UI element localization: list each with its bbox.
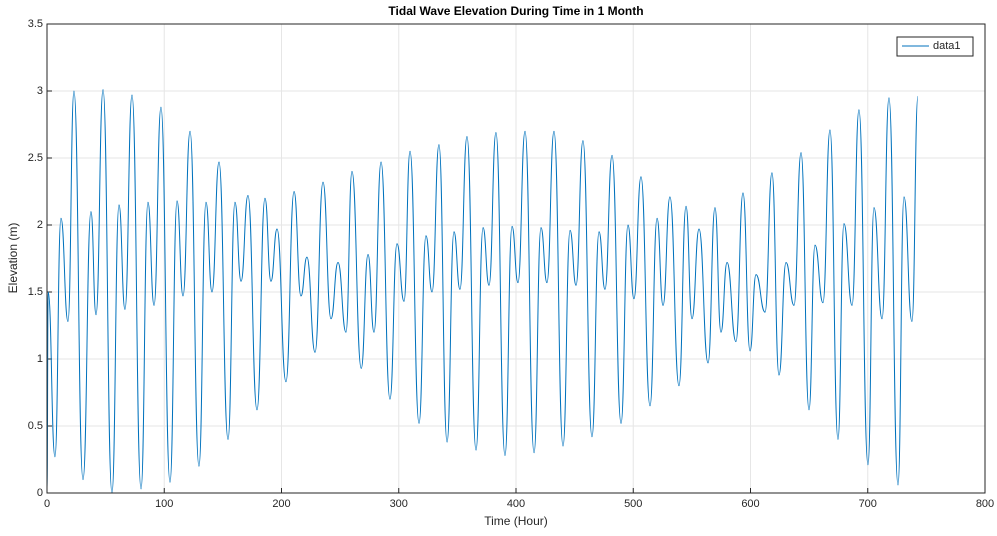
x-tick-label: 600 bbox=[741, 498, 759, 510]
y-tick-label: 3 bbox=[37, 85, 43, 97]
y-tick-label: 0.5 bbox=[28, 420, 43, 432]
x-tick-label: 400 bbox=[507, 498, 525, 510]
y-tick-label: 2.5 bbox=[28, 152, 43, 164]
x-tick-label: 300 bbox=[390, 498, 408, 510]
axes-frame bbox=[46, 23, 986, 494]
x-tick-label: 100 bbox=[155, 498, 173, 510]
chart-title: Tidal Wave Elevation During Time in 1 Mo… bbox=[388, 4, 643, 18]
y-tick-label: 1 bbox=[37, 353, 43, 365]
legend-box bbox=[896, 36, 974, 57]
y-tick-label: 0 bbox=[37, 487, 43, 499]
y-tick-label: 3.5 bbox=[28, 18, 43, 30]
x-tick-label: 500 bbox=[624, 498, 642, 510]
x-tick-label: 700 bbox=[859, 498, 877, 510]
y-tick-label: 1.5 bbox=[28, 286, 43, 298]
x-tick-label: 800 bbox=[976, 498, 994, 510]
x-axis-label: Time (Hour) bbox=[484, 514, 548, 528]
data-line bbox=[46, 89, 919, 494]
x-tick-label: 200 bbox=[272, 498, 290, 510]
y-tick-label: 2 bbox=[37, 219, 43, 231]
legend-label: data1 bbox=[933, 40, 961, 52]
x-tick-label: 0 bbox=[44, 498, 50, 510]
y-axis-label: Elevation (m) bbox=[6, 223, 20, 294]
